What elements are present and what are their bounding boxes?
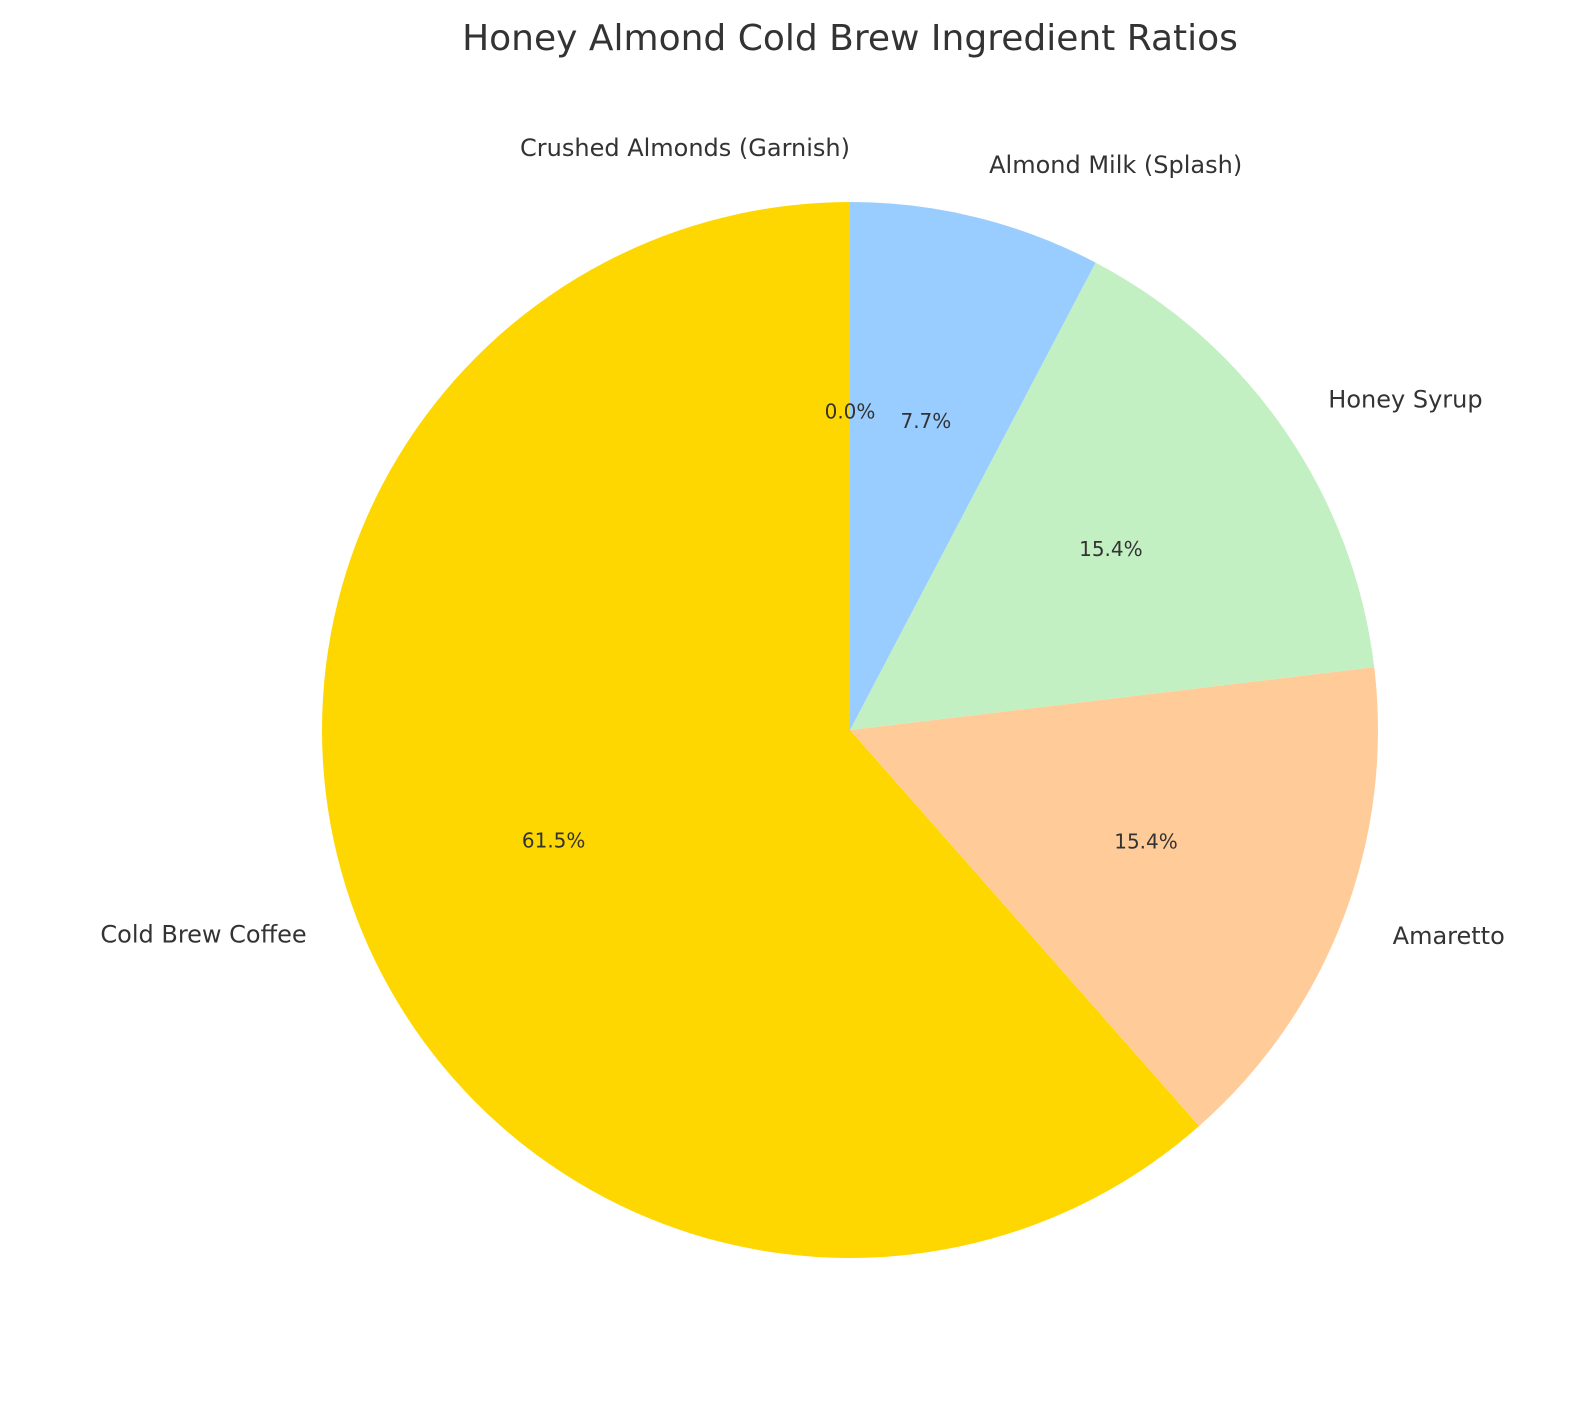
pie-slice <box>850 667 1379 1127</box>
pie-slice <box>850 262 1375 730</box>
pie-slice <box>850 202 1096 730</box>
value-label: 7.7% <box>900 409 951 433</box>
slice-label: Honey Syrup <box>1328 386 1482 414</box>
value-label: 61.5% <box>522 828 586 852</box>
slice-label: Crushed Almonds (Garnish) <box>520 134 850 162</box>
chart-title: Honey Almond Cold Brew Ingredient Ratios <box>462 18 1238 59</box>
slice-label: Almond Milk (Splash) <box>989 151 1242 179</box>
value-label: 15.4% <box>1114 829 1178 853</box>
value-label: 15.4% <box>1079 537 1143 561</box>
slice-label: Cold Brew Coffee <box>100 920 306 948</box>
pie-slice <box>321 202 1200 1258</box>
value-label: 0.0% <box>825 400 876 424</box>
slice-label: Amaretto <box>1393 922 1505 950</box>
